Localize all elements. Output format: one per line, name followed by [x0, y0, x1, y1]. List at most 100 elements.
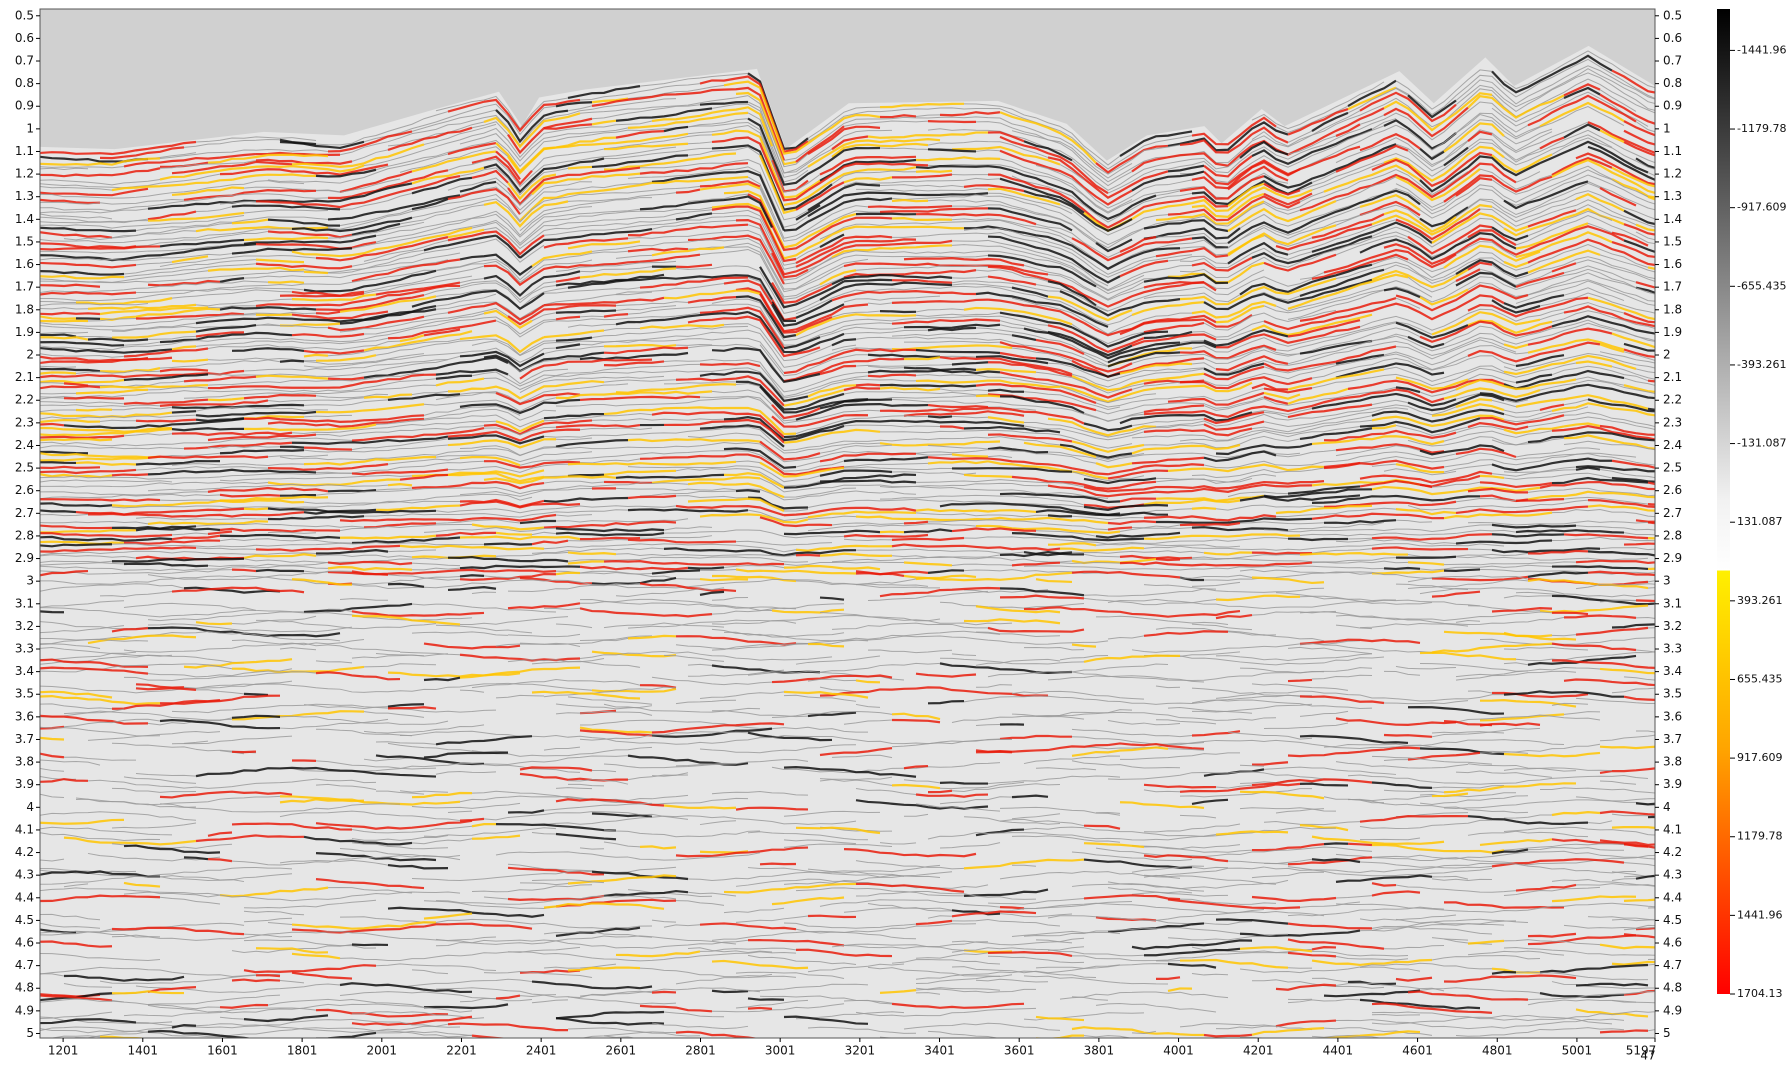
- reflector: [652, 992, 676, 993]
- reflector: [388, 484, 412, 485]
- reflector: [256, 1061, 292, 1063]
- colorbar-tick-label: -1441.96: [1737, 43, 1786, 56]
- reflector: [388, 1057, 436, 1062]
- reflector: [1552, 613, 1588, 614]
- reflector: [1648, 522, 1660, 523]
- y-tick-label: 3.9: [15, 777, 34, 791]
- seismic-chart: 47 0.50.50.60.60.70.70.80.80.90.9111.11.…: [0, 0, 1790, 1063]
- reflector: [1492, 525, 1576, 527]
- reflector: [40, 550, 64, 551]
- y2-tick-label: 4.1: [1663, 822, 1682, 836]
- y2-tick-label: 3: [1663, 574, 1671, 588]
- x-tick-label: 5197: [1626, 1044, 1657, 1058]
- reflector: [40, 452, 64, 453]
- reflector: [796, 555, 820, 556]
- y2-tick-label: 5: [1663, 1026, 1671, 1040]
- y-tick-label: 0.9: [15, 99, 34, 113]
- colorbar-tick-label: 393.261: [1737, 594, 1783, 607]
- reflector: [40, 462, 76, 463]
- reflector: [856, 1052, 988, 1058]
- reflector: [508, 1039, 568, 1041]
- x-tick-label: 3201: [845, 1044, 876, 1058]
- y2-tick-label: 1.4: [1663, 212, 1682, 226]
- y2-tick-label: 1.2: [1663, 167, 1682, 181]
- reflector: [40, 467, 100, 468]
- colorbar-tick-label: 131.087: [1737, 515, 1783, 528]
- y2-tick-label: 1.6: [1663, 257, 1682, 271]
- reflector: [1396, 557, 1456, 558]
- y-tick-label: 2.7: [15, 506, 34, 520]
- y2-tick-label: 4.5: [1663, 913, 1682, 927]
- reflector: [688, 567, 724, 568]
- reflector: [664, 1048, 772, 1054]
- x-tick-label: 3001: [765, 1044, 796, 1058]
- y-tick-label: 1.5: [15, 234, 34, 248]
- reflector: [460, 575, 484, 576]
- y-tick-label: 2.2: [15, 393, 34, 407]
- reflector: [64, 397, 124, 398]
- y-tick-label: 3.4: [15, 664, 34, 678]
- reflector: [388, 569, 412, 570]
- reflector: [1000, 907, 1024, 908]
- reflector: [1288, 680, 1312, 681]
- y-tick-label: 2.4: [15, 438, 34, 452]
- y-tick-label: 2.6: [15, 483, 34, 497]
- reflector: [256, 570, 304, 571]
- y2-tick-label: 2.8: [1663, 528, 1682, 542]
- reflector: [1192, 508, 1216, 509]
- reflector: [40, 372, 76, 373]
- reflector: [1288, 968, 1312, 969]
- y-tick-label: 1.3: [15, 189, 34, 203]
- y-tick-label: 2: [26, 348, 34, 362]
- reflector: [1564, 680, 1588, 681]
- reflector: [40, 313, 100, 314]
- x-tick-label: 1601: [207, 1044, 238, 1058]
- colorbar-tick-label: 1704.13: [1737, 987, 1783, 1000]
- reflector: [976, 396, 1000, 397]
- reflector: [712, 1058, 820, 1063]
- y2-tick-label: 4.3: [1663, 868, 1682, 882]
- reflector: [1012, 796, 1048, 798]
- reflector: [112, 474, 148, 475]
- seismic-image: [40, 46, 1660, 1063]
- reflector: [352, 965, 376, 966]
- reflector: [1444, 1043, 1480, 1044]
- reflector: [892, 200, 928, 201]
- reflector: [880, 311, 916, 312]
- x-tick-label: 2001: [367, 1044, 398, 1058]
- y-tick-label: 1.2: [15, 167, 34, 181]
- reflector: [1384, 568, 1420, 569]
- reflector: [1600, 746, 1660, 748]
- y-tick-label: 1: [26, 121, 34, 135]
- x-tick-label: 3401: [924, 1044, 955, 1058]
- reflector: [40, 1060, 88, 1062]
- x-tick-label: 1401: [128, 1044, 159, 1058]
- colorbar-tick-label: 655.435: [1737, 672, 1783, 685]
- reflector: [940, 782, 988, 783]
- reflector: [988, 1057, 1084, 1061]
- reflector: [280, 495, 316, 496]
- colorbar-tick-label: -1179.78: [1737, 122, 1786, 135]
- reflector: [928, 416, 952, 417]
- reflector: [760, 864, 796, 865]
- y-tick-label: 1.6: [15, 257, 34, 271]
- y-tick-label: 4.7: [15, 958, 34, 972]
- reflector: [40, 1039, 64, 1040]
- y2-tick-label: 3.5: [1663, 687, 1682, 701]
- y2-tick-label: 2.6: [1663, 483, 1682, 497]
- reflector: [568, 463, 700, 464]
- reflector: [1048, 515, 1072, 516]
- y-tick-label: 2.8: [15, 528, 34, 542]
- y2-tick-label: 2.5: [1663, 461, 1682, 475]
- reflector: [1192, 1043, 1228, 1045]
- x-tick-label: 1201: [48, 1044, 79, 1058]
- y-tick-label: 1.8: [15, 302, 34, 316]
- y2-tick-label: 1.8: [1663, 302, 1682, 316]
- y-tick-label: 5: [26, 1026, 34, 1040]
- reflector: [1372, 1052, 1396, 1053]
- y-tick-label: 3.6: [15, 709, 34, 723]
- y-tick-label: 2.9: [15, 551, 34, 565]
- y-tick-label: 1.9: [15, 325, 34, 339]
- y2-tick-label: 3.1: [1663, 596, 1682, 610]
- reflector: [1636, 600, 1660, 601]
